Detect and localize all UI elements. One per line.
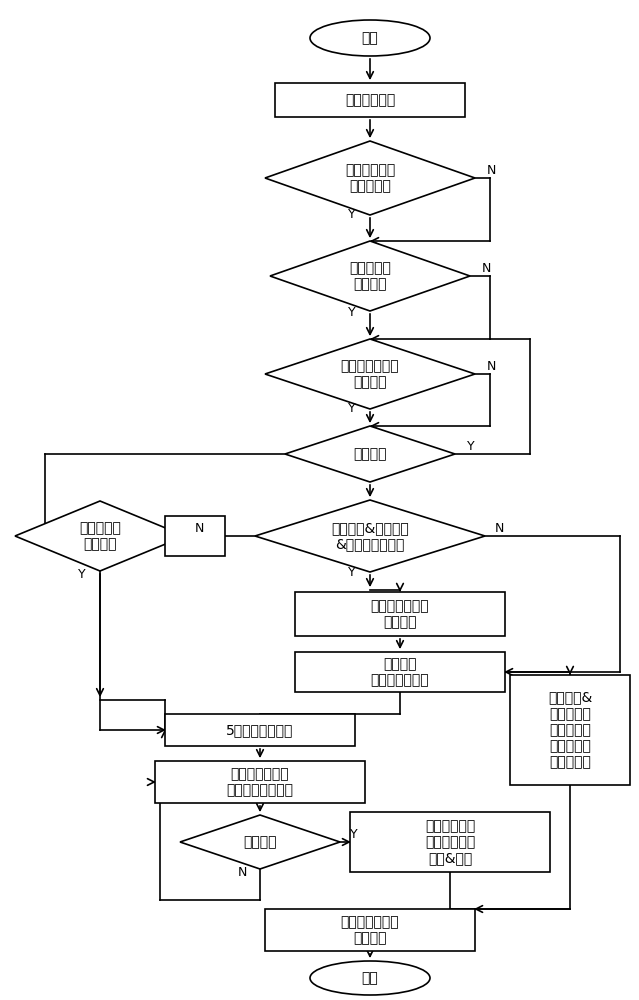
Text: Y: Y xyxy=(348,209,356,222)
FancyBboxPatch shape xyxy=(295,592,505,636)
Polygon shape xyxy=(285,426,455,482)
Text: N: N xyxy=(486,360,496,372)
FancyBboxPatch shape xyxy=(350,812,550,872)
Text: 运动控制器
急停事件: 运动控制器 急停事件 xyxy=(79,521,121,551)
Polygon shape xyxy=(180,815,340,869)
Polygon shape xyxy=(265,141,475,215)
Text: 自动加载
优化的运动参数: 自动加载 优化的运动参数 xyxy=(371,657,429,687)
Text: Y: Y xyxy=(78,568,86,582)
Text: 生成运动控制器
急停控件: 生成运动控制器 急停控件 xyxy=(341,359,399,389)
Text: 运动完毕: 运动完毕 xyxy=(243,835,277,849)
Text: N: N xyxy=(486,163,496,176)
FancyBboxPatch shape xyxy=(265,909,475,951)
Text: 停止运行: 停止运行 xyxy=(353,447,387,461)
FancyBboxPatch shape xyxy=(295,652,505,692)
Text: N: N xyxy=(481,261,491,274)
Text: 找到角度传感
器串口资源: 找到角度传感 器串口资源 xyxy=(345,163,395,193)
Ellipse shape xyxy=(310,20,430,56)
Text: 开始: 开始 xyxy=(362,31,378,45)
FancyBboxPatch shape xyxy=(510,675,630,785)
Text: Y: Y xyxy=(348,306,356,320)
Polygon shape xyxy=(265,339,475,409)
Text: 所选运动模式的
运动命令参数设置: 所选运动模式的 运动命令参数设置 xyxy=(226,767,293,797)
FancyBboxPatch shape xyxy=(165,714,355,746)
Text: Y: Y xyxy=(350,828,358,840)
Text: 5种运动模式选择: 5种运动模式选择 xyxy=(226,723,294,737)
Text: N: N xyxy=(495,522,504,534)
Ellipse shape xyxy=(310,961,430,995)
Polygon shape xyxy=(255,500,485,572)
Text: 错误信息&
当前电机位
置和可转动
镜面的极向
转角获取等: 错误信息& 当前电机位 置和可转动 镜面的极向 转角获取等 xyxy=(548,691,592,769)
Text: 消除运动控制器
急停控件: 消除运动控制器 急停控件 xyxy=(341,915,399,945)
Text: 角度传感器
通讯正常: 角度传感器 通讯正常 xyxy=(349,261,391,291)
Text: N: N xyxy=(237,865,247,879)
Text: 电机运动参数
数据曲线自动
生成&显示: 电机运动参数 数据曲线自动 生成&显示 xyxy=(425,819,475,865)
FancyBboxPatch shape xyxy=(165,516,225,556)
Text: Y: Y xyxy=(348,401,356,414)
Text: Y: Y xyxy=(348,566,356,578)
Text: 电机自动归位到
新原点处: 电机自动归位到 新原点处 xyxy=(371,599,429,629)
Text: 遍历行程&极限位置
&新原点确认完毕: 遍历行程&极限位置 &新原点确认完毕 xyxy=(331,521,409,551)
Text: 遍历串口资源: 遍历串口资源 xyxy=(345,93,395,107)
FancyBboxPatch shape xyxy=(275,83,465,117)
Text: Y: Y xyxy=(467,440,475,452)
FancyBboxPatch shape xyxy=(155,761,365,803)
Polygon shape xyxy=(15,501,185,571)
Text: N: N xyxy=(194,522,204,534)
Text: 终止: 终止 xyxy=(362,971,378,985)
Polygon shape xyxy=(270,241,470,311)
